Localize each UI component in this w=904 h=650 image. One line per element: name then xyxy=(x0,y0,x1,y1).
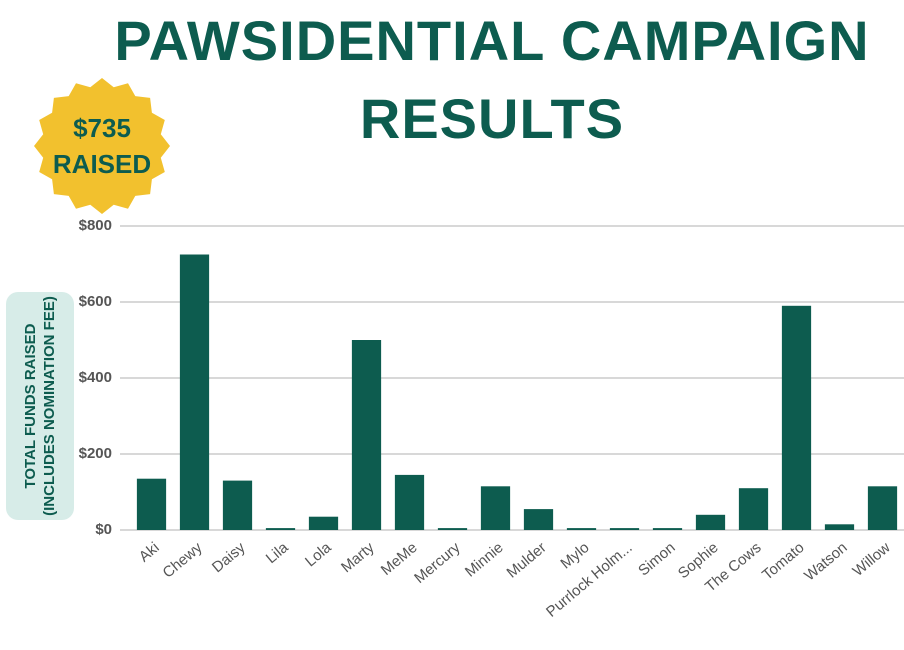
x-tick-label: Sophie xyxy=(675,539,722,582)
bar xyxy=(437,528,468,530)
bar xyxy=(738,488,769,530)
x-tick-label: Purrlock Holm... xyxy=(543,539,636,621)
bar xyxy=(824,524,855,530)
x-tick-label: Mylo xyxy=(557,539,592,572)
x-tick-label: The Cows xyxy=(702,539,765,595)
x-tick-label: Lola xyxy=(302,539,335,571)
y-tick-label: $200 xyxy=(79,445,112,462)
x-tick-label: Tomato xyxy=(759,539,808,584)
bar xyxy=(394,474,425,530)
y-tick-label: $600 xyxy=(79,293,112,310)
x-tick-label: Chewy xyxy=(160,539,206,582)
x-tick-label: Daisy xyxy=(209,539,249,576)
badge-star xyxy=(34,78,170,214)
x-tick-label: MeMe xyxy=(378,539,421,579)
y-tick-label: $400 xyxy=(79,369,112,386)
badge-shape xyxy=(34,78,170,214)
x-tick-label: Willow xyxy=(849,539,893,580)
y-tick-label: $0 xyxy=(95,521,112,538)
bar xyxy=(308,516,339,530)
x-tick-label: Aki xyxy=(136,539,163,565)
y-label-box xyxy=(6,292,74,520)
y-axis-label: TOTAL FUNDS RAISED (INCLUDES NOMINATION … xyxy=(22,296,58,516)
x-tick-label: Mulder xyxy=(504,539,550,582)
bar xyxy=(867,486,898,530)
bar xyxy=(136,478,167,530)
chart-title: PAWSIDENTIAL CAMPAIGN RESULTS xyxy=(114,9,870,150)
x-tick-label: Simon xyxy=(635,539,679,579)
badge: $735 RAISED xyxy=(34,78,170,214)
bar xyxy=(523,509,554,530)
x-tick-label: Mercury xyxy=(411,539,464,587)
bar xyxy=(265,528,296,530)
bar xyxy=(609,528,640,530)
y-tick-label: $800 xyxy=(79,217,112,234)
x-tick-label: Minnie xyxy=(462,539,507,580)
x-tick-label: Lila xyxy=(263,539,292,567)
bar xyxy=(480,486,511,530)
bar xyxy=(351,340,382,530)
badge-text: $735 RAISED xyxy=(52,113,152,179)
bar xyxy=(781,305,812,530)
bar xyxy=(652,528,683,530)
bar xyxy=(695,514,726,530)
x-tick-label: Watson xyxy=(801,539,850,584)
bar xyxy=(222,480,253,530)
bar xyxy=(566,528,597,530)
bar xyxy=(179,254,210,530)
x-tick-label: Marty xyxy=(338,539,378,576)
